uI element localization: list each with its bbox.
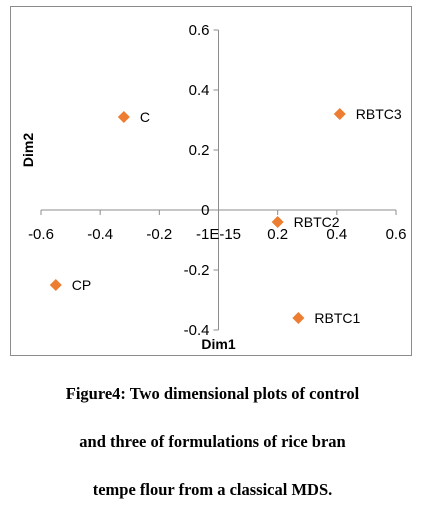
data-point-rbtc1 (292, 312, 305, 324)
x-tick-label: -0.4 (87, 226, 113, 243)
point-label-rbtc3: RBTC3 (356, 106, 402, 122)
x-tick-label: 0.4 (326, 226, 347, 243)
x-tick-label: -0.2 (146, 226, 172, 243)
x-tick-label: -0.6 (28, 226, 54, 243)
chart-area: -0.6 -0.4 -0.2 -1E-15 0.2 0.4 0.6 0.6 0.4 0.2 0 -0.… (10, 6, 412, 356)
x-tick-label: 0.2 (267, 226, 288, 243)
data-point-rbtc2 (271, 216, 284, 228)
caption-line-1: Figure4: Two dimensional plots of contro… (65, 384, 360, 403)
x-axis-title: Dim1 (201, 336, 235, 352)
axes (40, 29, 397, 331)
data-point-rbtc3 (333, 108, 346, 120)
y-tick-label: 0 (201, 202, 209, 219)
y-axis-title: Dim2 (20, 133, 36, 167)
y-tick-label: -0.2 (184, 262, 210, 279)
point-label-rbtc1: RBTC1 (314, 310, 360, 326)
data-points: C RBTC3 RBTC2 CP RBTC1 (49, 106, 402, 326)
y-tick-label: -0.4 (184, 322, 210, 339)
point-label-rbtc2: RBTC2 (294, 214, 340, 230)
figure-caption: Figure4: Two dimensional plots of contro… (0, 382, 425, 526)
x-tick-label: 0.6 (386, 226, 407, 243)
y-tick-label: 0.4 (189, 82, 210, 99)
data-point-cp (49, 279, 62, 291)
mds-scatter-plot: -0.6 -0.4 -0.2 -1E-15 0.2 0.4 0.6 0.6 0.4 0.2 0 -0.… (20, 22, 406, 352)
y-tick-label: 0.2 (189, 142, 210, 159)
point-label-cp: CP (72, 277, 91, 293)
caption-line-2: and three of formulations of rice bran (79, 432, 346, 451)
data-point-c (117, 111, 130, 123)
tick-labels: -0.6 -0.4 -0.2 -1E-15 0.2 0.4 0.6 0.6 0.4 0.2 0 -0.… (28, 22, 406, 339)
x-tick-label: -1E-15 (196, 226, 241, 243)
y-tick-label: 0.6 (189, 22, 210, 39)
caption-line-3: tempe flour from a classical MDS. (92, 480, 333, 499)
point-label-c: C (140, 109, 150, 125)
